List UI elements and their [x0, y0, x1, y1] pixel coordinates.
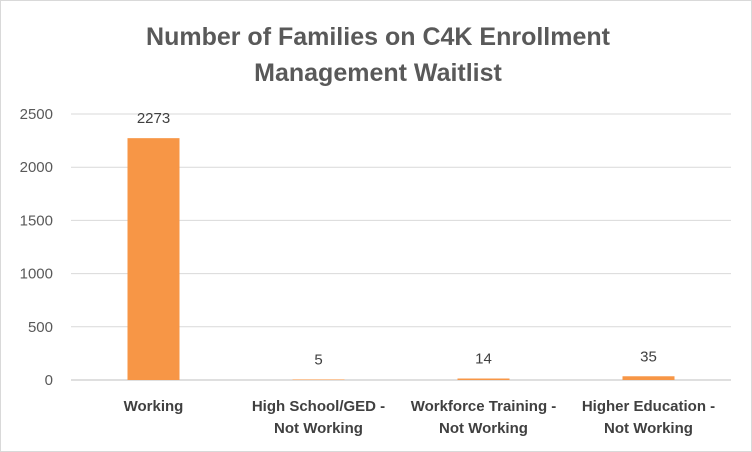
category-label: High School/GED - — [252, 398, 385, 415]
bar — [127, 138, 180, 380]
category-label: Higher Education - — [582, 398, 715, 415]
data-label: 2273 — [137, 110, 170, 127]
category-label: Working — [124, 398, 184, 415]
bar — [622, 376, 675, 380]
chart-title-line-2: Management Waitlist — [254, 59, 502, 87]
y-tick-label: 500 — [28, 319, 53, 336]
y-tick-label: 1500 — [20, 212, 53, 229]
bar — [292, 379, 345, 380]
y-tick-label: 2500 — [20, 106, 53, 123]
category-label: Not Working — [439, 420, 528, 437]
y-tick-label: 1000 — [20, 266, 53, 283]
category-label: Not Working — [604, 420, 693, 437]
category-label: Not Working — [274, 420, 363, 437]
category-label: Workforce Training - — [411, 398, 557, 415]
data-label: 14 — [475, 351, 492, 368]
data-label: 5 — [314, 351, 322, 368]
chart-title-line-1: Number of Families on C4K Enrollment — [146, 23, 611, 51]
bar — [457, 378, 510, 380]
y-tick-label: 0 — [45, 372, 53, 389]
data-label: 35 — [640, 348, 657, 365]
y-tick-label: 2000 — [20, 159, 53, 176]
